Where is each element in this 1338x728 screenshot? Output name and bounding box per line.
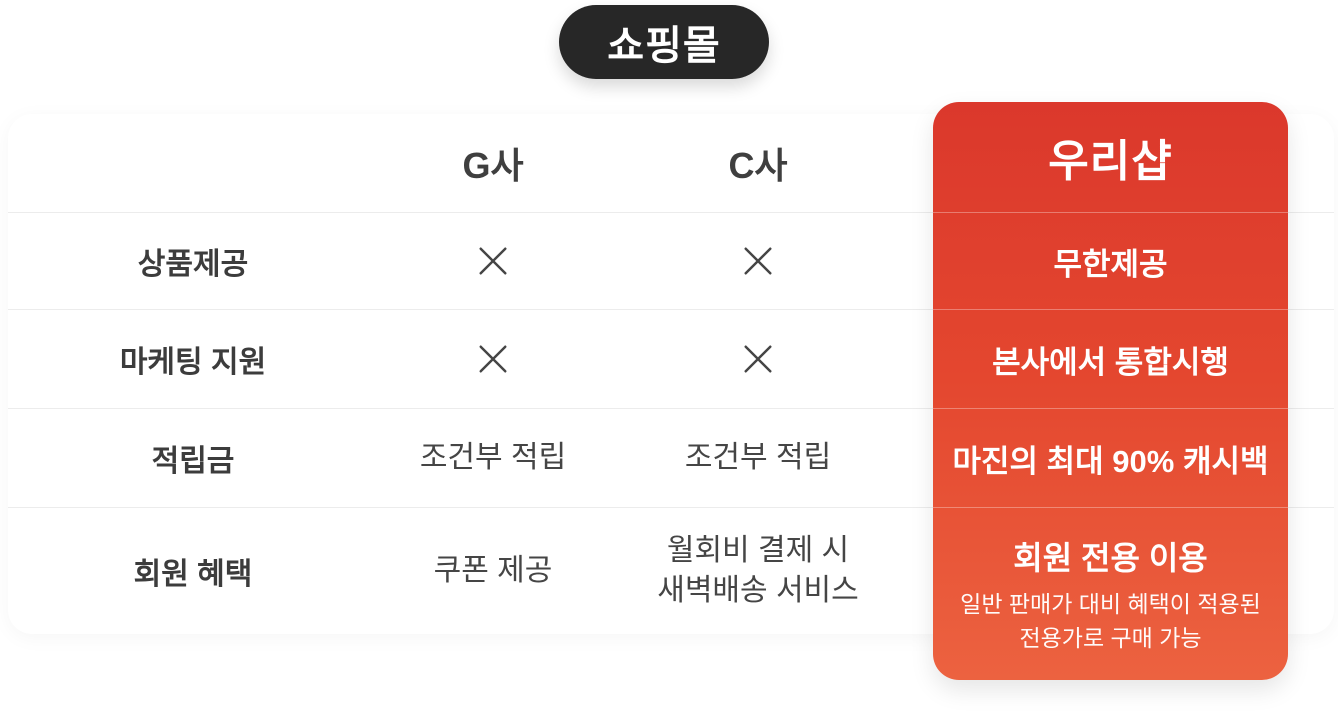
urishop-cell-reward-points: 마진의 최대 90% 캐시백 — [933, 408, 1288, 507]
member-benefit-title: 회원 전용 이용 — [1013, 539, 1208, 576]
row-label-reward-points: 적립금 — [151, 445, 235, 478]
table-row: 회원 혜택 쿠폰 제공 월회비 결제 시 새벽배송 서비스 — [8, 507, 1334, 634]
urishop-cell-product-supply: 무한제공 — [933, 212, 1288, 309]
urishop-cell-marketing-support: 본사에서 통합시행 — [933, 309, 1288, 408]
table-row: 적립금 조건부 적립 조건부 적립 — [8, 408, 1334, 507]
column-header-c: C사 — [728, 145, 788, 186]
cell-g-marketing-support — [378, 342, 608, 376]
row-label-product-supply: 상품제공 — [137, 248, 249, 281]
cell-g-product-supply — [378, 244, 608, 278]
column-header-g: G사 — [462, 145, 524, 186]
x-icon — [744, 247, 772, 275]
table-row: 마케팅 지원 — [8, 309, 1334, 408]
urishop-title: 우리샵 — [1048, 137, 1173, 186]
row-label-member-benefit: 회원 혜택 — [133, 558, 253, 591]
member-benefit-desc-line1: 일반 판매가 대비 혜택이 적용된 — [960, 590, 1261, 617]
cell-g-member-benefit: 쿠폰 제공 — [433, 553, 553, 587]
shopping-mall-badge: 쇼핑몰 — [559, 5, 769, 79]
badge-label: 쇼핑몰 — [607, 24, 721, 68]
cell-c-member-benefit-line1: 월회비 결제 시 — [666, 533, 850, 567]
cell-g-reward-points: 조건부 적립 — [419, 440, 567, 474]
cell-c-member-benefit: 월회비 결제 시 새벽배송 서비스 — [608, 531, 908, 612]
x-icon — [744, 345, 772, 373]
cell-c-marketing-support — [608, 342, 908, 376]
cell-c-product-supply — [608, 244, 908, 278]
x-icon — [479, 345, 507, 373]
urishop-cell-member-benefit: 회원 전용 이용 일반 판매가 대비 혜택이 적용된 전용가로 구매 가능 — [933, 507, 1288, 680]
table-header-row: G사 C사 — [8, 114, 1334, 212]
cell-c-member-benefit-line2: 새벽배송 서비스 — [657, 574, 859, 607]
member-benefit-desc-line2: 전용가로 구매 가능 — [1019, 625, 1202, 651]
x-icon — [479, 247, 507, 275]
row-label-marketing-support: 마케팅 지원 — [119, 346, 267, 379]
urishop-header: 우리샵 — [933, 102, 1288, 212]
urishop-column-card: 우리샵 무한제공 본사에서 통합시행 마진의 최대 90% 캐시백 회원 전용 … — [933, 102, 1288, 680]
cell-c-reward-points: 조건부 적립 — [684, 440, 832, 474]
table-row: 상품제공 — [8, 212, 1334, 309]
